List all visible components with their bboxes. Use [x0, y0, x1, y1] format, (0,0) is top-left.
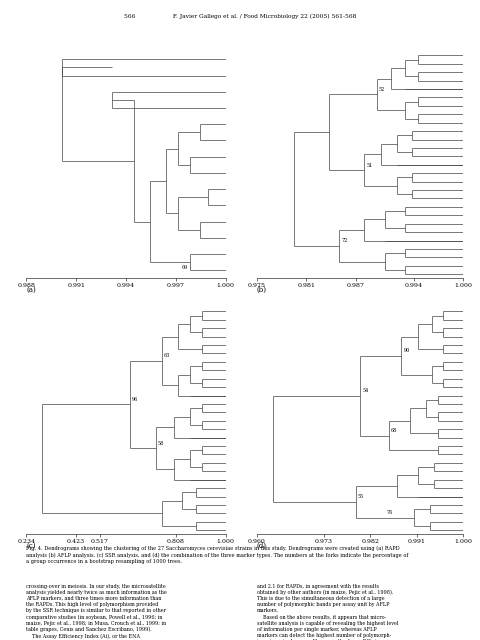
Text: 72: 72 [341, 238, 348, 243]
Text: 90: 90 [403, 348, 410, 353]
Text: crossing-over in meiosis. In our study, the microsatellite
analysis yielded near: crossing-over in meiosis. In our study, … [26, 584, 168, 640]
Text: 68: 68 [391, 428, 397, 433]
Text: and 2.1 for RAPDs, in agreement with the results
obtained by other authors (in m: and 2.1 for RAPDs, in agreement with the… [257, 584, 399, 640]
Text: Fig. 4. Dendrograms showing the clustering of the 27 Saccharomyces cerevisiae st: Fig. 4. Dendrograms showing the clusteri… [26, 546, 409, 564]
Text: 52: 52 [379, 87, 385, 92]
Text: 96: 96 [132, 397, 138, 402]
Text: 63: 63 [164, 353, 170, 358]
Text: 51: 51 [366, 163, 372, 168]
Text: 566                    F. Javier Gallego et al. / Food Microbiology 22 (2005) 56: 566 F. Javier Gallego et al. / Food Micr… [124, 14, 356, 19]
Text: 55: 55 [358, 494, 364, 499]
Text: 76: 76 [387, 510, 393, 515]
Text: (d): (d) [257, 542, 267, 550]
Text: (a): (a) [26, 286, 36, 294]
Text: 58: 58 [158, 440, 164, 445]
Text: (c): (c) [26, 542, 36, 550]
Text: 69: 69 [181, 266, 188, 270]
Text: (b): (b) [257, 286, 267, 294]
Text: 54: 54 [362, 388, 368, 393]
